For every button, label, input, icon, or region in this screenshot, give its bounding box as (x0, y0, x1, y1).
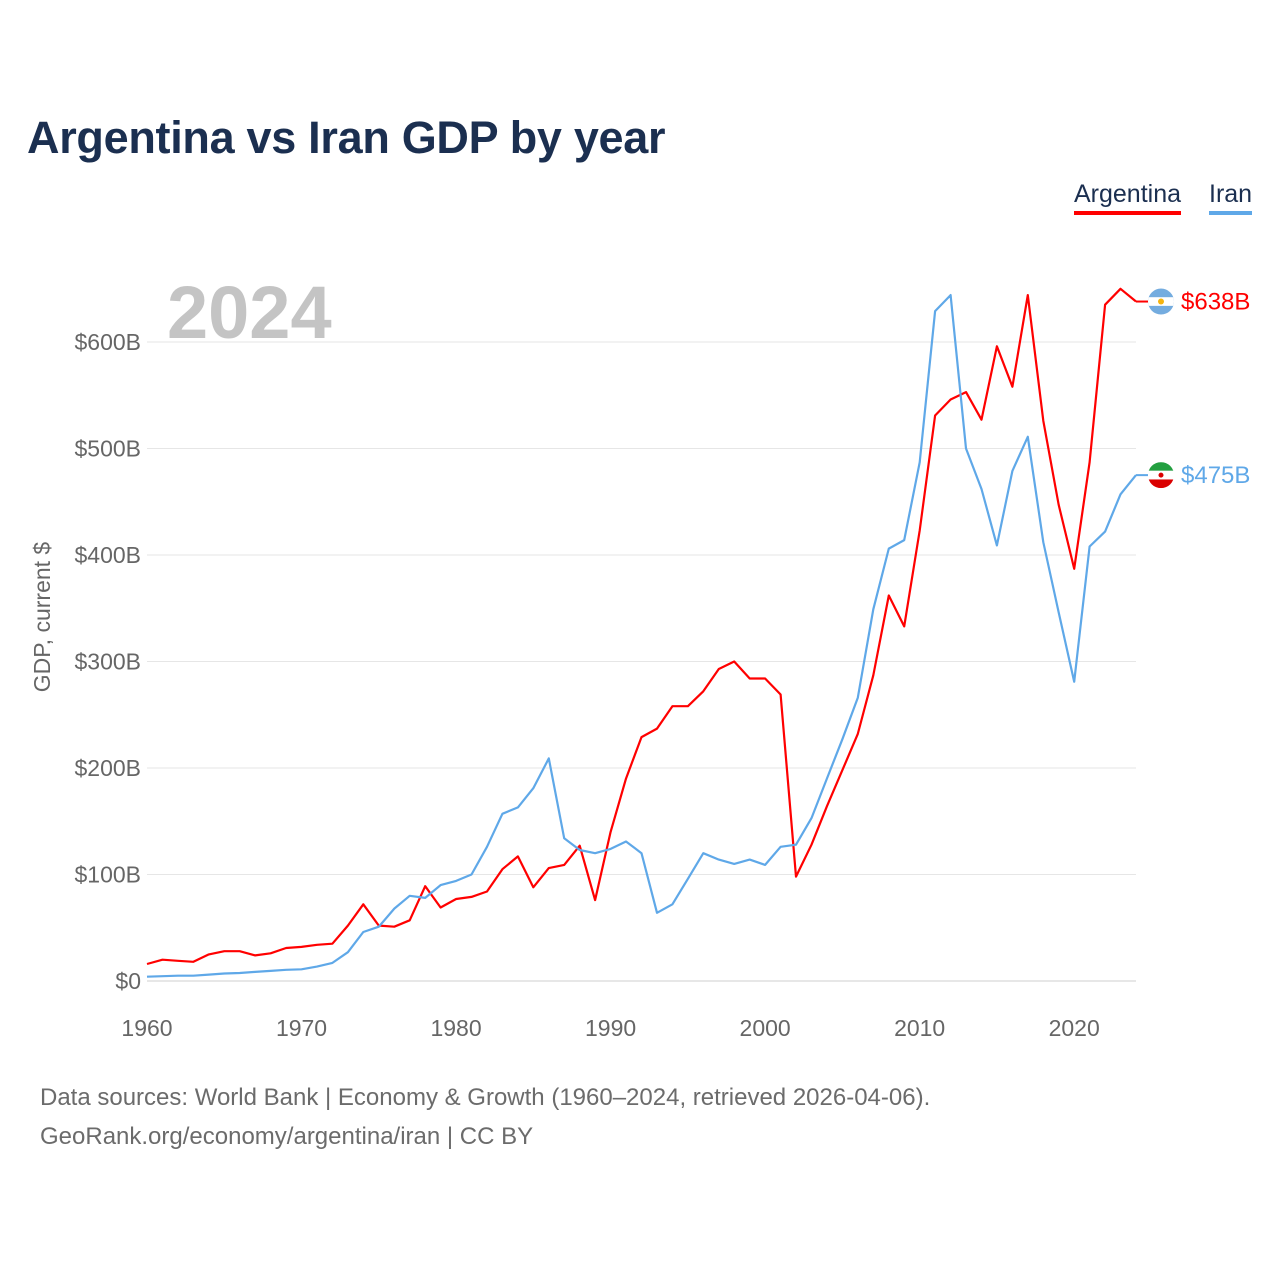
legend-iran[interactable]: Iran (1209, 180, 1253, 215)
x-tick-label: 1980 (430, 1015, 481, 1041)
footer-sources: Data sources: World Bank | Economy & Gro… (40, 1084, 931, 1111)
y-tick-label: $500B (74, 436, 141, 462)
footer-link[interactable]: GeoRank.org/economy/argentina/iran | CC … (40, 1123, 534, 1150)
y-axis-title: GDP, current $ (29, 542, 55, 693)
y-tick-label: $600B (74, 329, 141, 355)
y-tick-label: $200B (74, 755, 141, 781)
series-line-iran (146, 294, 1137, 978)
series-line-argentina (146, 287, 1137, 966)
legend-argentina[interactable]: Argentina (1074, 180, 1182, 215)
x-tick-label: 2020 (1049, 1015, 1100, 1041)
x-tick-label: 1960 (121, 1015, 172, 1041)
iran-flag-icon (1148, 462, 1174, 489)
x-tick-label: 2000 (740, 1015, 791, 1041)
chart-title: Argentina vs Iran GDP by year (27, 112, 666, 163)
y-tick-label: $300B (74, 649, 141, 675)
argentina-flag-icon (1148, 288, 1174, 315)
end-value-label-iran: $475B (1181, 462, 1250, 489)
x-tick-label: 2010 (894, 1015, 945, 1041)
y-tick-label: $0 (115, 968, 141, 994)
y-tick-label: $400B (74, 542, 141, 568)
x-tick-label: 1990 (585, 1015, 636, 1041)
end-value-label-argentina: $638B (1181, 289, 1250, 316)
year-watermark: 2024 (167, 271, 332, 354)
x-tick-label: 1970 (276, 1015, 327, 1041)
y-tick-label: $100B (74, 862, 141, 888)
